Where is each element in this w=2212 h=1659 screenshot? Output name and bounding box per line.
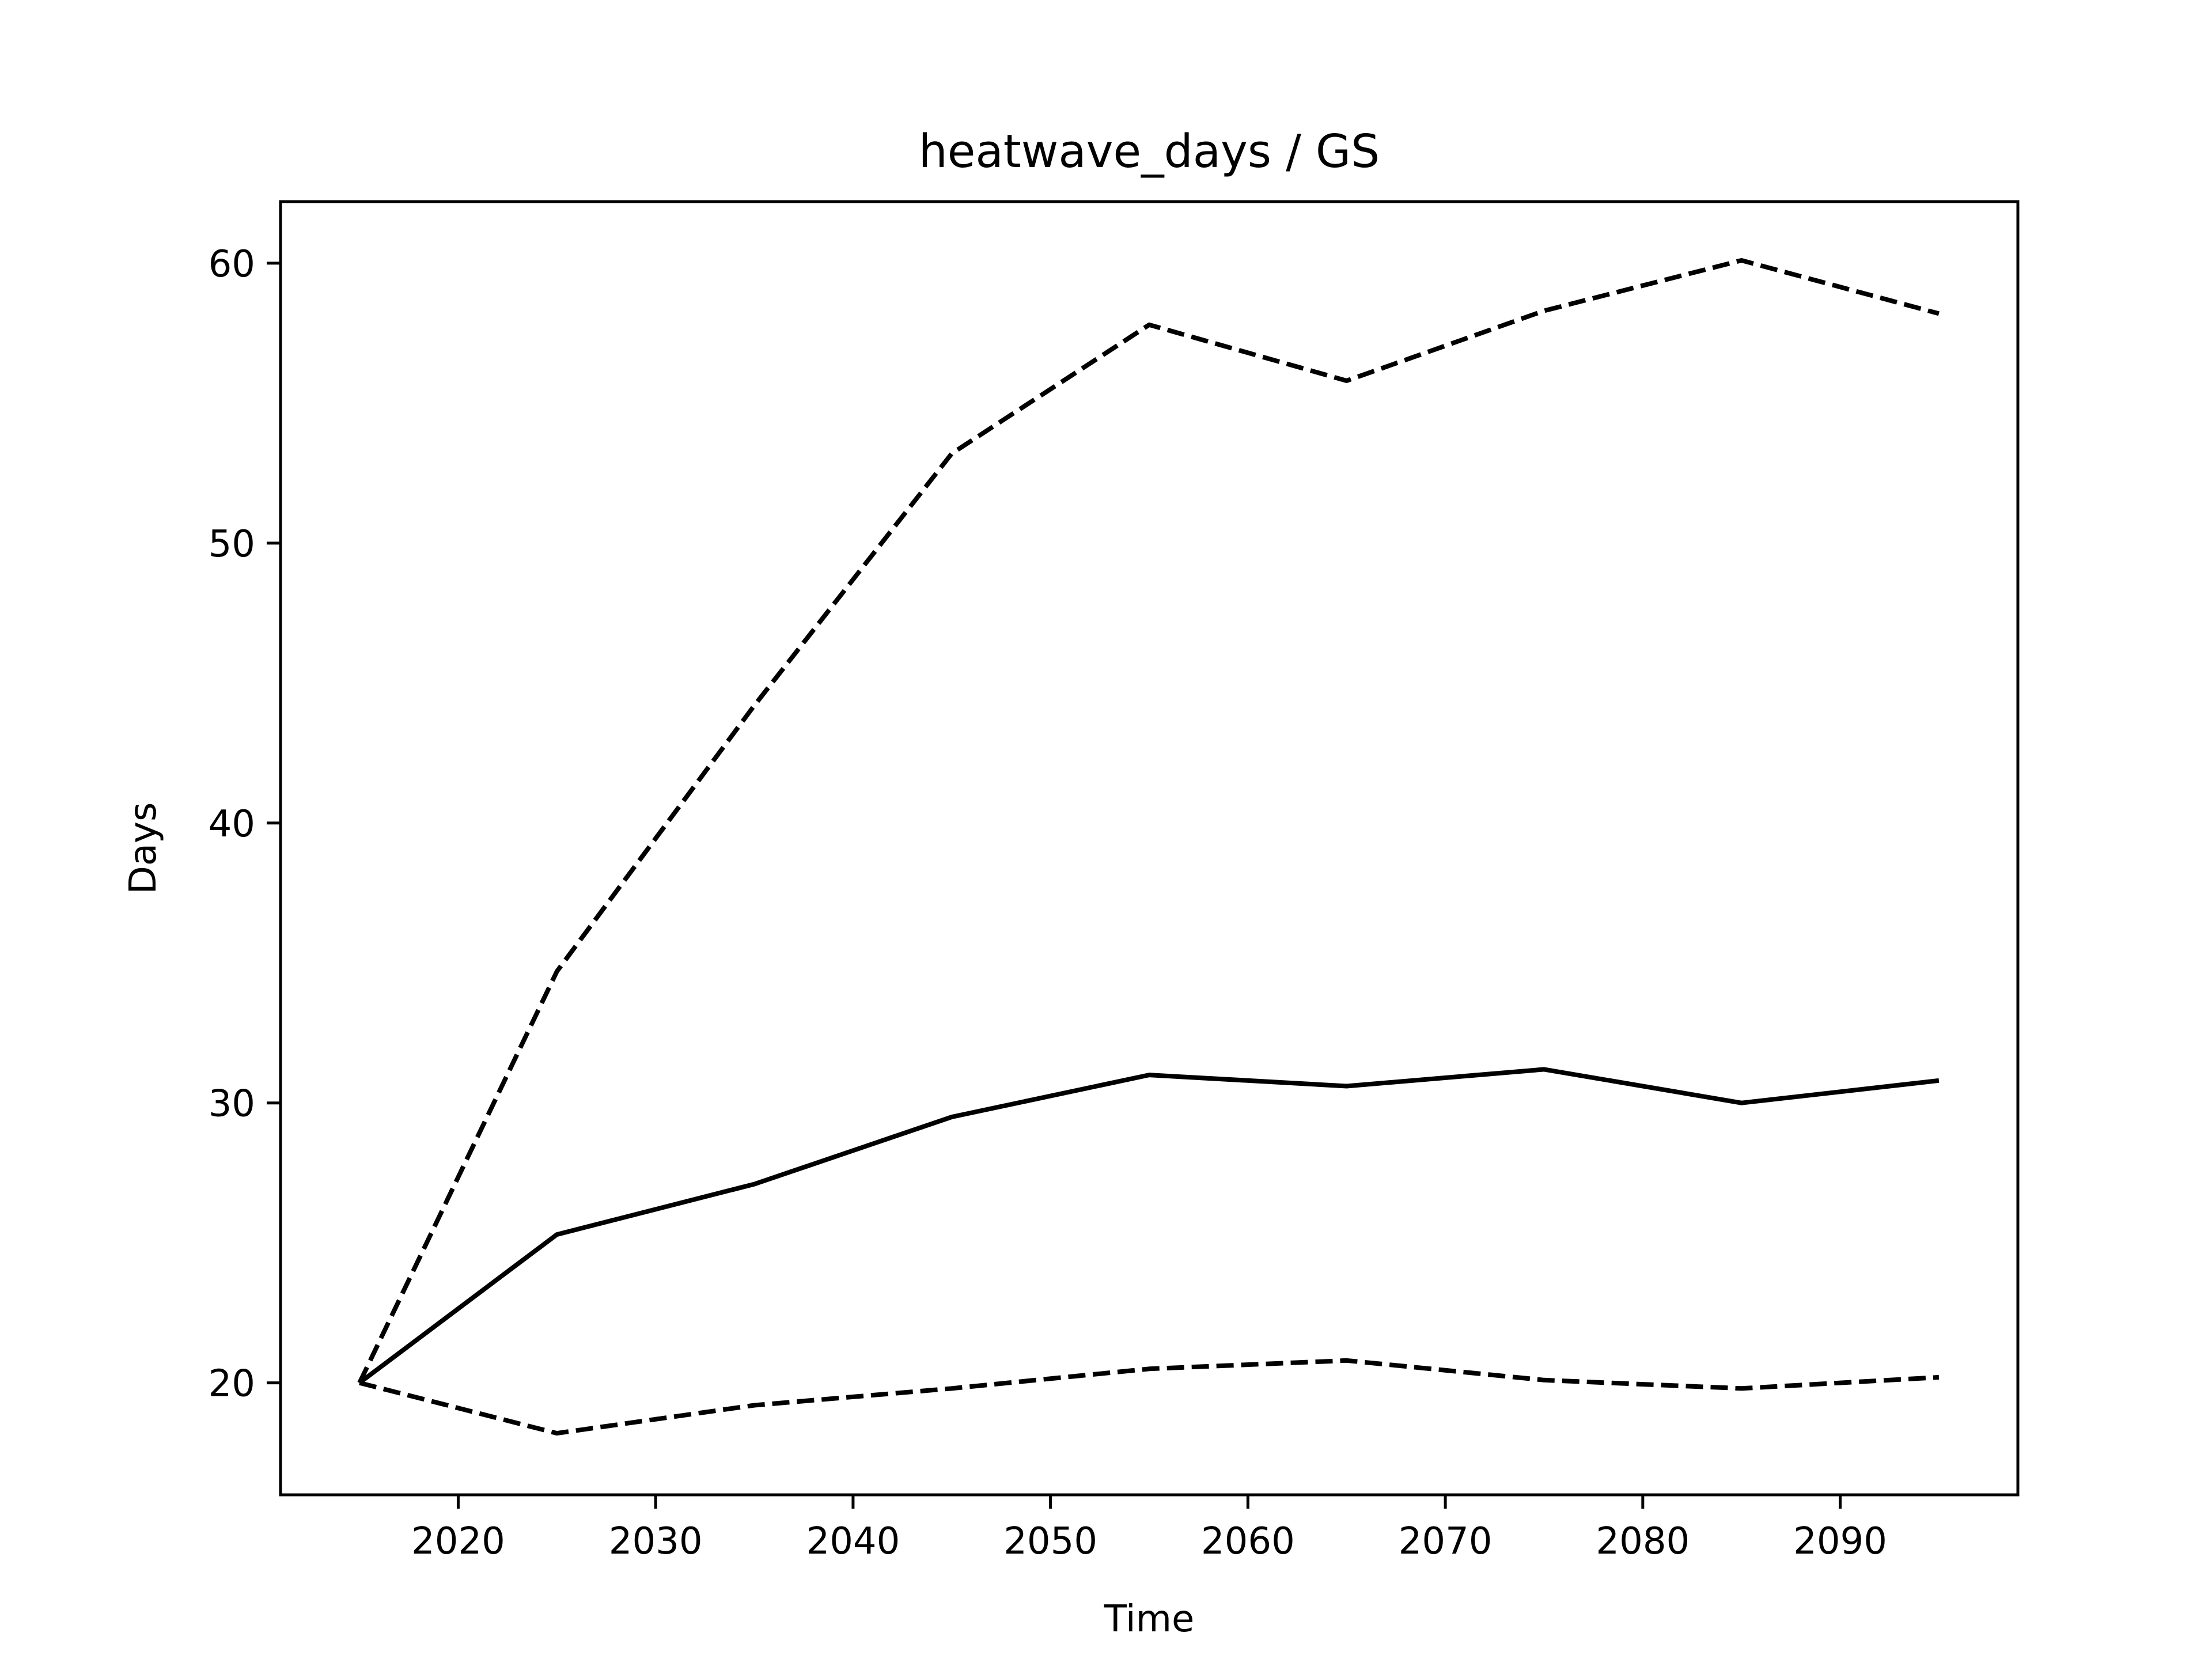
y-tick-label: 20 [209,1363,255,1406]
x-axis-label: Time [1104,1598,1195,1641]
x-tick-label: 2060 [1201,1520,1295,1563]
plot-frame [279,200,2020,1497]
x-tick-label: 2070 [1399,1520,1493,1563]
series-line-3 [359,1358,1940,1436]
chart-title: heatwave_days / GS [919,125,1380,178]
axes-ticks: 2020 2030 2040 2050 2060 2070 2080 209020304050… [209,243,1887,1563]
x-tick-label: 2090 [1793,1520,1887,1563]
series-line-1 [358,1067,1940,1385]
y-tick-label: 60 [209,243,255,286]
x-tick-label: 2080 [1596,1520,1690,1563]
y-tick-label: 30 [209,1083,255,1126]
plot-area [357,258,1940,1436]
y-tick-label: 40 [209,803,255,846]
series-line-2 [357,258,1940,1384]
x-tick-label: 2020 [411,1520,505,1563]
x-tick-label: 2030 [609,1520,703,1563]
x-tick-label: 2050 [1003,1520,1097,1563]
x-tick-label: 2040 [806,1520,900,1563]
y-tick-label: 50 [209,523,255,566]
y-axis-label: Days [122,802,165,895]
